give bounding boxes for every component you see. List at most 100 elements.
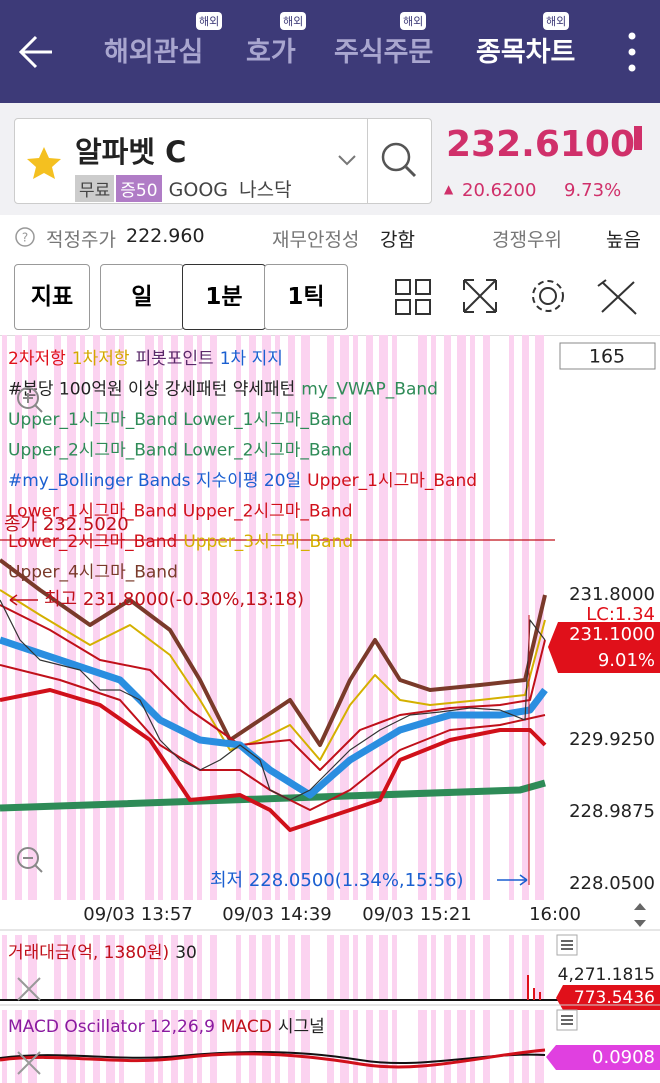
tools-icon[interactable] bbox=[597, 279, 637, 315]
stripe bbox=[28, 935, 37, 1000]
price-bar bbox=[634, 126, 642, 150]
more-menu[interactable] bbox=[622, 30, 642, 74]
stripe bbox=[535, 1010, 544, 1083]
favorite-star[interactable] bbox=[25, 145, 63, 181]
stripe bbox=[184, 335, 193, 900]
legend-item: #분당 100억원 이상 강세패턴 약세패턴 bbox=[8, 380, 295, 400]
stripe bbox=[340, 1010, 349, 1083]
legend-row: Upper_2시그마_Band Lower_2시그마_Band bbox=[8, 441, 353, 461]
period-button[interactable]: 1틱 bbox=[264, 264, 348, 330]
zoom-icons[interactable] bbox=[17, 387, 43, 873]
time-axis bbox=[0, 900, 660, 930]
legend-row: #my_Bollinger Bands 지수이평 20일 Upper_1시그마_B… bbox=[8, 471, 477, 491]
stripe bbox=[236, 935, 241, 1000]
stripe bbox=[340, 335, 349, 900]
tab[interactable]: 해외관심 bbox=[104, 37, 204, 68]
panel-menu[interactable] bbox=[556, 1009, 578, 1031]
stripe bbox=[54, 1010, 61, 1083]
time-tick: 09/03 15:21 bbox=[362, 904, 471, 925]
back-button[interactable] bbox=[16, 32, 56, 72]
stripe bbox=[210, 935, 217, 1000]
change: 20.6200 bbox=[462, 180, 537, 201]
stripe bbox=[119, 335, 124, 900]
stripe bbox=[457, 1010, 466, 1083]
market: 나스닥 bbox=[239, 179, 292, 201]
stripe bbox=[392, 335, 397, 900]
stripe bbox=[366, 935, 373, 1000]
stripe bbox=[93, 1010, 100, 1083]
stripe bbox=[275, 335, 280, 900]
help-icon[interactable]: ? bbox=[14, 226, 36, 248]
stripe bbox=[327, 335, 334, 900]
stripe bbox=[171, 335, 178, 900]
volume-tick: 4,271.1815 bbox=[558, 965, 655, 985]
stripe bbox=[171, 1010, 178, 1083]
stripe bbox=[483, 935, 490, 1000]
volume-current-box bbox=[556, 985, 660, 1010]
search-button[interactable] bbox=[367, 119, 432, 203]
indicator-button[interactable]: 지표 bbox=[14, 264, 90, 330]
tab[interactable]: 주식주문 bbox=[334, 37, 434, 68]
close-panel[interactable] bbox=[17, 1051, 41, 1075]
tab[interactable]: 호가 bbox=[246, 37, 296, 68]
stripe bbox=[431, 1010, 436, 1083]
scroll-toggle[interactable] bbox=[634, 903, 646, 927]
stripe bbox=[236, 1010, 241, 1083]
close-panel[interactable] bbox=[17, 977, 41, 1001]
stripe bbox=[28, 335, 37, 900]
stripe bbox=[418, 335, 427, 900]
stripe bbox=[353, 1010, 358, 1083]
dropdown[interactable] bbox=[337, 153, 357, 167]
stripe bbox=[15, 1010, 22, 1083]
count-box[interactable] bbox=[559, 342, 656, 370]
stripe bbox=[15, 335, 22, 900]
stripe bbox=[509, 935, 514, 1000]
info-value: 높음 bbox=[606, 229, 641, 251]
layout-icon[interactable] bbox=[395, 279, 431, 315]
stripe bbox=[483, 335, 490, 900]
price-tick: 231.8000 bbox=[569, 584, 655, 605]
stripe bbox=[418, 935, 427, 1000]
stripe bbox=[301, 335, 310, 900]
stripe bbox=[366, 335, 373, 900]
low-arrow bbox=[497, 874, 528, 886]
legend-row: #분당 100억원 이상 강세패턴 약세패턴 my_VWAP_Band bbox=[8, 380, 438, 400]
stripe bbox=[67, 335, 76, 900]
period-button[interactable]: 일 bbox=[100, 264, 184, 330]
legend-item: 2차저항 bbox=[8, 349, 66, 369]
current-price: 231.1000 bbox=[569, 624, 655, 645]
stripe bbox=[262, 1010, 271, 1083]
panel-menu[interactable] bbox=[556, 934, 578, 956]
high-label: 최고 231.8000(-0.30%,13:18) bbox=[44, 589, 304, 610]
tab-active[interactable]: 종목차트 bbox=[476, 37, 576, 68]
top-bar: 해외관심 해외 호가 해외 주식주문 해외 종목차트 해외 bbox=[0, 0, 660, 103]
stripe bbox=[301, 1010, 310, 1083]
legend-item: #my_Bollinger Bands 지수이평 20일 bbox=[8, 471, 301, 491]
legend-item: Upper_1시그마_Band Lower_1시그마_Band bbox=[8, 410, 353, 430]
stripe bbox=[262, 935, 271, 1000]
volume-value: 30 bbox=[175, 943, 197, 963]
stripe bbox=[288, 1010, 295, 1083]
stripe bbox=[509, 1010, 514, 1083]
legend-row: Lower_2시그마_Band Upper_3시그마_Band bbox=[8, 532, 353, 552]
legend-item: Upper_2시그마_Band Lower_2시그마_Band bbox=[8, 441, 353, 461]
stripe bbox=[158, 935, 163, 1000]
indicator-lines bbox=[0, 558, 548, 832]
volume-title-text: 거래대금(억, 1380원) bbox=[8, 943, 169, 963]
stripe bbox=[509, 335, 514, 900]
stripe bbox=[106, 1010, 115, 1083]
stripe bbox=[340, 935, 349, 1000]
settings-icon[interactable] bbox=[532, 280, 564, 312]
stripe bbox=[2, 935, 7, 1000]
expand-icon[interactable] bbox=[463, 279, 497, 313]
stripe bbox=[470, 935, 475, 1000]
stripe bbox=[158, 335, 163, 900]
tab-badge: 해외 bbox=[196, 12, 223, 30]
stock-selector[interactable]: 알파벳 C 무료 증50 GOOG 나스닥 bbox=[14, 118, 432, 204]
period-button[interactable]: 1분 bbox=[182, 264, 266, 330]
stripe bbox=[106, 335, 115, 900]
legend-item: Upper_3시그마_Band bbox=[183, 532, 353, 552]
legend-item: Upper_1시그마_Band bbox=[307, 471, 477, 491]
stripe bbox=[54, 935, 61, 1000]
count: 165 bbox=[589, 346, 625, 368]
